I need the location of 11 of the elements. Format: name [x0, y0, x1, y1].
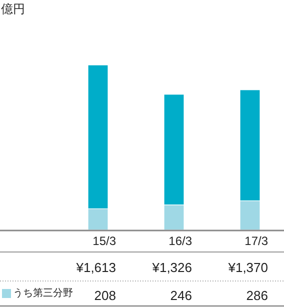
x-tick-label: 15/3: [92, 234, 116, 248]
data-label: 286: [246, 288, 268, 303]
x-tick-label: 17/3: [244, 234, 268, 248]
legend-label: うち第三分野: [13, 288, 73, 299]
data-label: 246: [170, 288, 192, 303]
y-axis-title: 億円: [1, 2, 25, 16]
data-label: 208: [94, 288, 116, 303]
total-label: ¥1,613: [75, 260, 116, 275]
x-tick-label: 16/3: [168, 234, 192, 248]
total-label: ¥1,370: [227, 260, 268, 275]
total-label: ¥1,326: [151, 260, 192, 275]
